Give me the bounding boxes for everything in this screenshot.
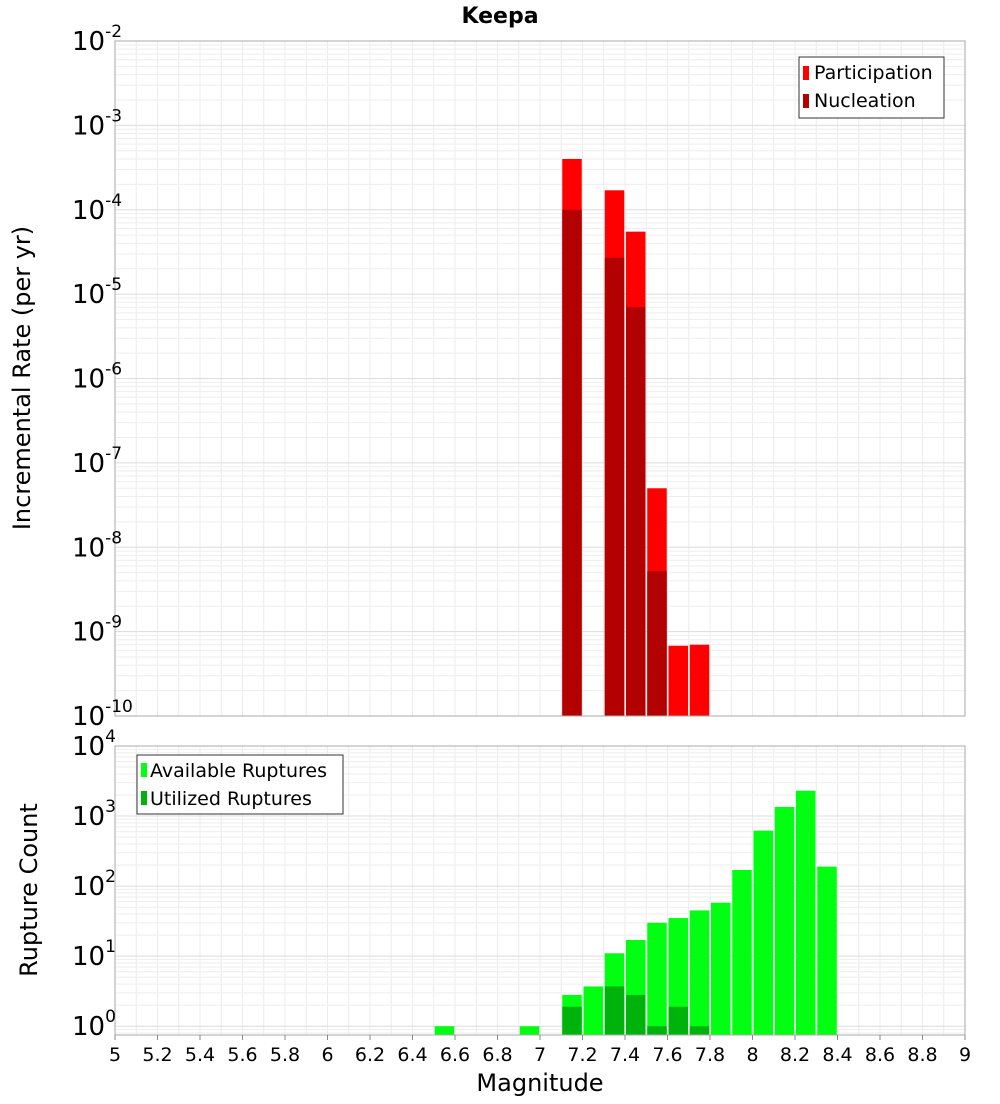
x-tick-label: 5.4	[185, 1044, 215, 1066]
bar-available-ruptures	[434, 1026, 455, 1035]
bar-utilized-ruptures	[562, 1006, 582, 1035]
top-plot-grid	[115, 41, 965, 716]
x-tick-label: 6	[321, 1044, 333, 1066]
legend-label-utilized: Utilized Ruptures	[150, 788, 312, 810]
bar-available-ruptures	[796, 790, 816, 1035]
bar-available-ruptures	[689, 910, 710, 1035]
y-tick-label: 10-3	[72, 106, 122, 141]
x-tick-label: 8.2	[780, 1044, 810, 1066]
x-tick-label: 8.6	[865, 1044, 895, 1066]
legend-swatch-nucleation	[803, 94, 809, 108]
x-tick-label: 9	[959, 1044, 971, 1066]
bar-available-ruptures	[732, 869, 752, 1035]
bar-utilized-ruptures	[668, 1006, 688, 1035]
bar-utilized-ruptures	[626, 994, 646, 1035]
legend-swatch-participation	[803, 66, 809, 80]
x-tick-label: 7.6	[652, 1044, 682, 1066]
y-tick-label: 10-5	[72, 275, 122, 310]
x-axis-label: Magnitude	[476, 1069, 603, 1097]
x-tick-label: 7.8	[695, 1044, 725, 1066]
top-plot-frame	[114, 40, 966, 717]
x-tick-label: 7.2	[567, 1044, 597, 1066]
x-tick-label: 8.8	[907, 1044, 937, 1066]
legend-swatch-utilized	[141, 791, 147, 805]
bar-participation	[668, 645, 688, 716]
chart-title: Keepa	[461, 4, 538, 29]
bar-utilized-ruptures	[689, 1026, 710, 1035]
x-tick-label: 5.8	[270, 1044, 300, 1066]
bar-available-ruptures	[774, 806, 795, 1035]
y-tick-label: 10-10	[72, 697, 133, 732]
bottom-y-tick-labels: 100 101 102 103 104	[72, 727, 116, 1042]
bar-nucleation	[647, 571, 667, 716]
y-tick-label: 101	[72, 937, 116, 972]
bar-available-ruptures	[711, 902, 731, 1035]
top-plot-bars	[562, 158, 710, 717]
bottom-plot-bars	[434, 790, 837, 1035]
bar-nucleation	[604, 257, 625, 716]
y-tick-label: 10-9	[72, 613, 122, 648]
bar-available-ruptures	[647, 922, 667, 1035]
x-tick-label: 5.6	[227, 1044, 257, 1066]
y-tick-label: 102	[72, 867, 116, 902]
x-tick-label: 5	[109, 1044, 121, 1066]
x-tick-label: 6.2	[355, 1044, 385, 1066]
y-tick-label: 10-2	[72, 22, 122, 57]
bar-nucleation	[562, 209, 582, 716]
legend-label-nucleation: Nucleation	[814, 90, 916, 112]
x-tick-label: 7.4	[610, 1044, 640, 1066]
y-tick-label: 103	[72, 797, 116, 832]
bottom-y-axis-label: Rupture Count	[15, 803, 43, 977]
bottom-legend-box	[136, 754, 344, 815]
top-legend-box	[798, 56, 945, 119]
bar-available-ruptures	[753, 830, 773, 1035]
x-tick-label: 6.6	[440, 1044, 470, 1066]
bar-available-ruptures	[583, 986, 603, 1035]
y-tick-label: 100	[72, 1007, 116, 1042]
y-tick-label: 104	[72, 727, 116, 762]
x-tick-label: 6.4	[397, 1044, 427, 1066]
bottom-legend: Available Ruptures Utilized Ruptures	[136, 754, 344, 815]
bar-available-ruptures	[519, 1026, 540, 1035]
x-tick-label: 8.4	[822, 1044, 852, 1066]
y-tick-label: 10-7	[72, 444, 122, 479]
x-tick-labels: 5 5.2 5.4 5.6 5.8 6 6.2 6.4 6.6 6.8 7 7.2 7.4 7.6 7.8 8…	[109, 1035, 971, 1066]
x-tick-label: 5.2	[142, 1044, 172, 1066]
y-tick-label: 10-4	[72, 191, 122, 226]
legend-label-available: Available Ruptures	[150, 760, 327, 782]
y-tick-label: 10-8	[72, 528, 122, 563]
top-y-tick-labels: 10-10 10-9 10-8 10-7 10-6 10-5 10-4 10-3 10-2	[72, 22, 133, 732]
bar-utilized-ruptures	[604, 986, 625, 1035]
x-tick-label: 7	[534, 1044, 546, 1066]
legend-label-participation: Participation	[814, 62, 933, 84]
bar-available-ruptures	[817, 866, 837, 1035]
top-legend: Participation Nucleation	[798, 56, 945, 119]
bar-utilized-ruptures	[647, 1026, 667, 1035]
bar-nucleation	[626, 307, 646, 716]
bar-available-ruptures	[668, 918, 688, 1035]
x-tick-label: 6.8	[482, 1044, 512, 1066]
legend-swatch-available	[141, 763, 147, 777]
top-y-axis-label: Incremental Rate (per yr)	[8, 226, 36, 530]
bar-participation	[689, 644, 710, 716]
y-tick-label: 10-6	[72, 360, 122, 395]
x-tick-label: 8	[746, 1044, 758, 1066]
